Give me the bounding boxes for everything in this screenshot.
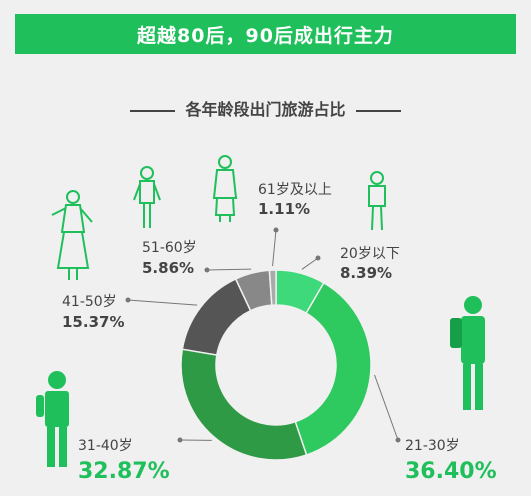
person-backpacker-icon [450,296,485,410]
donut-slices [180,269,372,461]
label-51-value: 5.86% [142,259,194,277]
leader-21-30-dot [395,437,401,443]
person-male-icon [133,166,161,228]
label-31-value: 32.87% [78,459,170,484]
subtitle-text: 各年龄段出门旅游占比 [185,100,346,119]
leader-51-60 [206,268,252,271]
label-leaders [125,227,401,443]
label-21-value: 36.40% [405,459,497,484]
leader-under-20 [301,257,319,270]
person-businessman-icon [36,371,69,467]
label-51-name: 51-60岁 [142,240,197,256]
label-61-name: 61岁及以上 [258,182,332,198]
leader-under-20-dot [315,255,321,261]
label-20-name: 20岁以下 [340,246,400,262]
slice-21-30 [294,281,372,456]
banner-title: 超越80后，90后成出行主力 [137,24,394,47]
leader-51-60-dot [204,267,210,273]
label-21-name: 21-30岁 [405,438,460,454]
slice-61-plus [268,269,277,306]
label-31-name: 31-40岁 [78,438,133,454]
leader-61-plus [272,229,277,267]
slice-31-40 [180,348,308,461]
subtitle-right-dash [355,109,401,112]
person-elderly-icon [212,155,238,222]
subtitle-left-dash [130,109,176,112]
title-banner: 超越80后，90后成出行主力 [15,14,516,54]
label-41-value: 15.37% [62,313,124,331]
label-41-name: 41-50岁 [62,294,117,310]
leader-41-50-dot [125,297,131,303]
label-61-value: 1.11% [258,200,310,218]
person-female-icon [51,190,93,280]
leader-21-30 [374,374,399,441]
person-young-icon [368,171,386,231]
label-20-value: 8.39% [340,264,392,282]
chart-subtitle: 各年龄段出门旅游占比 [0,96,531,120]
leader-41-50 [127,299,198,306]
leader-31-40-dot [177,437,183,443]
leader-61-plus-dot [273,227,279,233]
